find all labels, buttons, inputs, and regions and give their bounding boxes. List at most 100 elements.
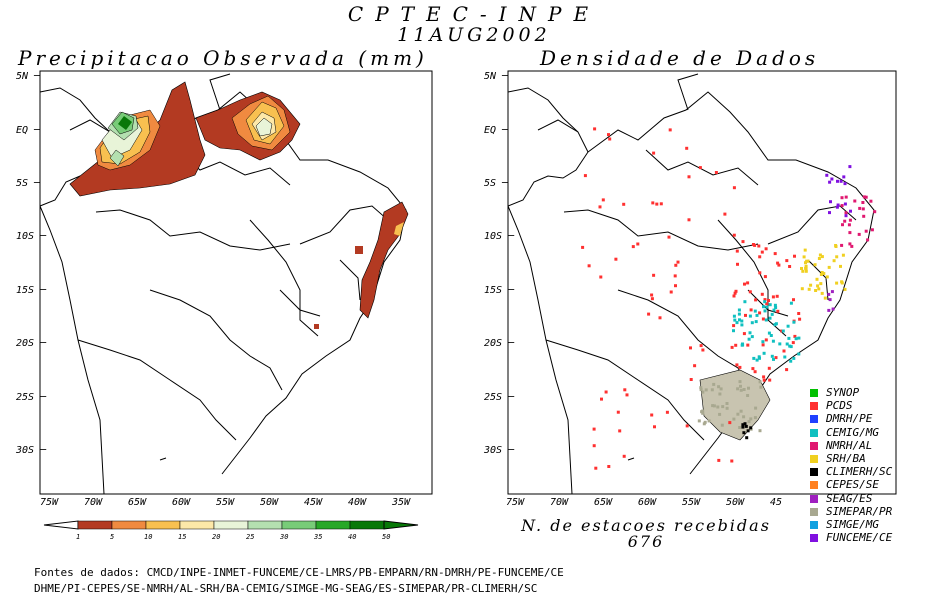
colorbar	[43, 520, 419, 530]
station-dot	[720, 423, 724, 427]
colorbar-segment	[247, 520, 283, 530]
station-dot	[718, 392, 722, 396]
station-dot	[760, 250, 764, 254]
station-dot	[763, 275, 767, 279]
legend-item: NMRH/AL	[810, 439, 872, 452]
station-dot	[592, 427, 596, 431]
station-dot	[604, 390, 608, 394]
station-dot	[744, 313, 747, 317]
station-dot	[802, 255, 806, 259]
colorbar-segment	[77, 520, 113, 530]
station-dot	[761, 343, 765, 347]
colorbar-segment	[213, 520, 249, 530]
station-dot	[792, 356, 796, 360]
legend-item: SYNOP	[810, 386, 859, 399]
station-dot	[685, 146, 689, 150]
left-map	[39, 70, 433, 495]
station-dot	[652, 151, 656, 155]
colorbar-segment	[111, 520, 147, 530]
precip-area-coast	[359, 201, 409, 319]
station-dot	[839, 179, 843, 183]
station-dot	[698, 166, 702, 170]
station-dot	[758, 255, 762, 259]
station-dot	[794, 337, 798, 341]
station-dot	[762, 305, 765, 309]
station-dot	[593, 127, 597, 131]
station-dot	[714, 171, 718, 174]
legend-label: SIMEPAR/PR	[826, 504, 893, 518]
station-dot	[866, 238, 870, 242]
legend-swatch	[810, 468, 818, 477]
station-dot	[622, 202, 626, 206]
station-dot	[717, 385, 721, 389]
station-dot	[689, 378, 693, 381]
lon-label-left: 60W	[172, 497, 191, 508]
colorbar-tick-label: 1	[76, 533, 81, 541]
station-dot	[616, 410, 620, 414]
station-dot	[793, 334, 797, 338]
station-dot	[725, 402, 729, 405]
colorbar-segment	[281, 520, 317, 530]
station-dot	[732, 233, 736, 237]
legend-item: SRH/BA	[810, 452, 866, 465]
station-dot	[699, 388, 703, 392]
station-dot	[753, 416, 757, 420]
colorbar-segment	[145, 520, 181, 530]
station-dot	[746, 394, 750, 397]
lon-label-left: 55W	[216, 497, 235, 508]
station-dot	[737, 308, 741, 312]
station-dot	[650, 297, 654, 301]
station-dot	[834, 245, 838, 248]
station-dot	[813, 263, 817, 267]
station-dot	[815, 277, 819, 281]
lat-label-left: 30S ─	[16, 445, 47, 456]
station-dot	[786, 324, 790, 328]
station-dot	[730, 459, 734, 463]
station-dot	[747, 337, 751, 341]
station-dot	[736, 387, 740, 391]
lat-label-left: 15S ─	[16, 285, 47, 296]
station-dot	[827, 265, 831, 269]
station-dot	[787, 336, 791, 340]
station-dot	[861, 201, 865, 204]
sources-line-1: Fontes de dados: CMCD/INPE-INMET-FUNCEME…	[34, 566, 564, 579]
station-dot	[825, 173, 829, 177]
station-dot	[732, 294, 736, 298]
station-dot	[767, 331, 771, 335]
station-dot	[719, 387, 723, 391]
station-dot	[828, 180, 832, 184]
legend-swatch	[810, 521, 818, 529]
station-dot	[730, 345, 734, 349]
main-title: CPTEC-INPE	[347, 2, 601, 26]
station-dot	[849, 209, 852, 213]
station-dot	[809, 283, 813, 287]
colorbar-tick-label: 10	[144, 533, 153, 541]
station-dot	[737, 312, 741, 316]
station-dot	[758, 429, 762, 433]
station-dot	[631, 245, 635, 249]
lon-label-right: 45	[770, 497, 783, 508]
station-dot	[739, 388, 743, 392]
station-dot	[741, 425, 745, 429]
station-dot	[738, 380, 742, 384]
lon-label-left: 70W	[84, 497, 103, 508]
station-dot	[716, 405, 720, 409]
station-dot	[601, 198, 605, 202]
station-dot	[763, 300, 767, 304]
station-dot	[803, 248, 807, 252]
station-dot	[721, 405, 725, 409]
station-dot	[758, 311, 762, 315]
station-dot	[807, 287, 811, 291]
station-dot	[712, 382, 716, 386]
station-dot	[701, 411, 705, 415]
station-dot	[762, 375, 766, 379]
station-dot	[843, 182, 847, 186]
station-dot	[743, 282, 746, 286]
legend-swatch	[810, 402, 818, 411]
station-dot	[758, 271, 762, 275]
stations-count: 676	[627, 532, 665, 551]
legend-item: CEMIG/MG	[810, 426, 879, 439]
station-dot	[835, 205, 839, 209]
lat-label-left: 10S ─	[16, 231, 47, 242]
colorbar-tick-label: 35	[314, 533, 323, 541]
